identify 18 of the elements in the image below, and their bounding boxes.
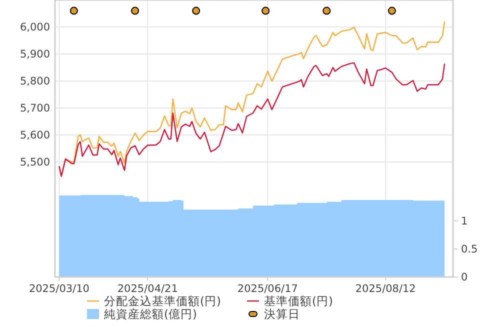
y-tick-label: 6,000 (20, 22, 50, 34)
x-tick-label: 2025/03/10 (28, 283, 90, 295)
legend-label: 純資産総額(億円) (104, 307, 197, 322)
x-tick-label: 2025/08/12 (355, 283, 416, 295)
x-tick-label: 2025/04/21 (117, 283, 178, 295)
y-tick-label: 5,600 (20, 130, 50, 142)
legend-label: 分配金込基準価額(円) (104, 294, 221, 308)
y-tick-label: 5,700 (20, 102, 50, 115)
y-tick-label: 5,900 (20, 48, 50, 61)
y-tick-label: 5,500 (20, 156, 50, 169)
y-tick-label: 5,800 (20, 76, 50, 88)
line-series (58, 62, 446, 177)
x-tick-label: 2025/06/17 (237, 283, 298, 295)
legend-label: 基準価額(円) (264, 294, 333, 308)
legend-label: 決算日 (264, 307, 300, 322)
y2-tick-label: 1 (461, 215, 468, 228)
y2-tick-label: 0 (461, 272, 468, 284)
y2-tick-label: 0.5 (461, 244, 478, 256)
